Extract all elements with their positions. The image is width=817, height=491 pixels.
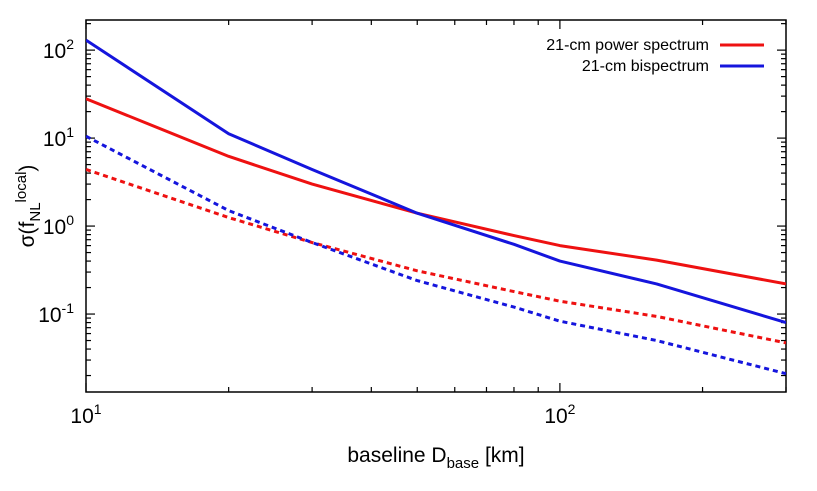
y-tick-label: 101 bbox=[43, 124, 74, 151]
solid-blue-series-line bbox=[86, 38, 786, 325]
legend-label-power-spectrum: 21-cm power spectrum bbox=[546, 37, 709, 54]
solid-red-series-line bbox=[86, 97, 786, 286]
y-tick-label: 10-1 bbox=[38, 300, 74, 327]
plot-frame bbox=[85, 19, 787, 393]
y-axis-label: σ(fNLlocal) bbox=[13, 165, 44, 248]
x-tick-label: 102 bbox=[544, 401, 575, 428]
legend: 21-cm power spectrum 21-cm bispectrum bbox=[546, 37, 764, 75]
dotted-red-series-line bbox=[86, 168, 786, 345]
axis-ticks: 101 102 10-1 100 101 102 bbox=[38, 20, 787, 428]
x-tick-label: 101 bbox=[70, 401, 101, 428]
legend-label-bispectrum: 21-cm bispectrum bbox=[582, 58, 709, 75]
dotted-blue-series-line bbox=[86, 134, 786, 376]
series-lines bbox=[86, 38, 786, 376]
y-tick-label: 100 bbox=[43, 212, 74, 239]
x-axis-label: baseline Dbase [km] bbox=[347, 444, 524, 472]
y-tick-label: 102 bbox=[43, 36, 74, 63]
